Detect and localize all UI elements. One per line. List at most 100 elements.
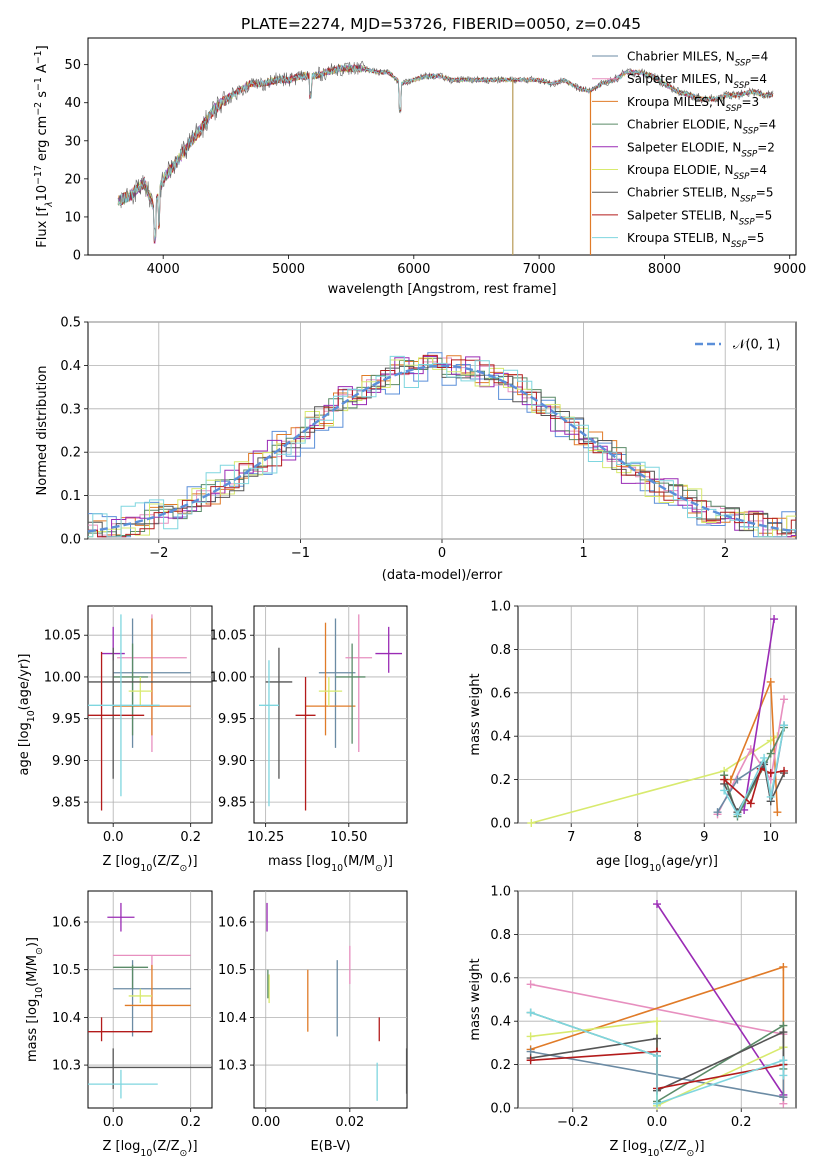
x-tick-label: 6000 (397, 262, 430, 277)
x-tick-label: −0.2 (557, 1115, 589, 1130)
age_vs_Z-y-label: age [log10(age/yr)] (17, 654, 37, 776)
spectrum-y-label: Flux [fλ10−17 erg cm−2 s−1 A−1] (33, 45, 55, 247)
y-tick-label: 0.6 (490, 686, 511, 701)
y-tick-label: 0.6 (490, 971, 511, 986)
y-tick-label: 0.0 (490, 1102, 511, 1117)
y-tick-label: 0.0 (60, 533, 81, 548)
y-tick-label: 10.00 (210, 670, 247, 685)
mw_vs_Z-y-label: mass weight (468, 958, 483, 1040)
x-tick-label: 0.0 (103, 830, 124, 845)
y-tick-label: 9.90 (218, 754, 247, 769)
legend-label: Chabrier MILES, NSSP=4 (627, 50, 768, 69)
series-marker (733, 775, 742, 784)
x-tick-label: 0.2 (731, 1115, 752, 1130)
y-tick-label: 0.8 (490, 928, 511, 943)
series-marker (713, 808, 722, 817)
x-tick-label: 8000 (648, 262, 681, 277)
axes-frame (253, 890, 408, 1109)
x-tick-label: 5000 (272, 262, 305, 277)
y-tick-label: 30 (64, 134, 81, 149)
y-tick-label: 10.05 (210, 629, 247, 644)
mass-weight-vs-Z-chart: −0.2 0.0 0.2 0.0 0.2 0.4 0.6 0.8 1.0 Z [log10(Z/Z… (468, 885, 797, 1159)
y-tick-label: 0.2 (490, 773, 511, 788)
spectrum-x-label: wavelength [Angstrom, rest frame] (328, 282, 557, 297)
series-marker (766, 769, 775, 778)
x-tick-label: 4000 (147, 262, 180, 277)
y-tick-label: 50 (64, 58, 81, 73)
y-tick-label: 10.3 (52, 1059, 81, 1074)
series-marker (720, 786, 729, 795)
series-marker (779, 1071, 788, 1080)
x-tick-label: 8 (634, 830, 642, 845)
age_vs_mass-x-label: mass [log10(M/M⊙)] (268, 854, 393, 874)
y-tick-label: 0.2 (490, 1058, 511, 1073)
y-tick-label: 0.4 (60, 359, 81, 374)
series-marker (780, 721, 789, 730)
error-bars (88, 902, 212, 1099)
series-marker (653, 1051, 661, 1060)
series-marker (653, 1017, 661, 1026)
x-tick-label: 7 (567, 830, 575, 845)
y-tick-label: 9.95 (52, 712, 81, 727)
x-tick-label: 9000 (773, 262, 806, 277)
axes-frame (253, 605, 408, 824)
mass_vs_ebv-x-label: E(B-V) (310, 1139, 350, 1154)
axes-frame (87, 890, 213, 1109)
y-tick-label: 0 (73, 249, 81, 264)
y-tick-label: 10.6 (218, 916, 247, 931)
mass_vs_Z-y-label: mass [log10(M/M⊙)] (25, 937, 45, 1062)
y-tick-label: 10.3 (218, 1059, 247, 1074)
spectrum-chart: 4000 5000 6000 7000 8000 9000 0 10 20 30 40 50 wavel… (33, 37, 806, 297)
mass-vs-Z-chart: 0.0 0.2 10.3 10.4 10.5 10.6 Z [log10(Z/Z⊙)] mas… (25, 890, 213, 1159)
error-bars (88, 614, 212, 811)
mass-vs-ebv-chart: 0.00 0.02 10.3 10.4 10.5 10.6 E(B-V) (218, 890, 408, 1154)
normal-curve (87, 364, 797, 533)
x-tick-label: −2 (149, 546, 168, 561)
axes-frame (87, 37, 797, 256)
series-marker (780, 695, 789, 704)
series-marker (766, 749, 775, 758)
y-tick-label: 10.4 (218, 1011, 247, 1026)
x-tick-label: 10.25 (247, 830, 284, 845)
legend-label: Salpeter ELODIE, NSSP=2 (627, 140, 775, 159)
x-tick-label: 7000 (523, 262, 556, 277)
figure-title: PLATE=2274, MJD=53726, FIBERID=0050, z=0… (241, 15, 641, 33)
x-tick-label: −1 (291, 546, 310, 561)
series-marker (720, 775, 729, 784)
y-tick-label: 20 (64, 172, 81, 187)
x-tick-label: 10.50 (330, 830, 367, 845)
y-tick-label: 10 (64, 210, 81, 225)
y-tick-label: 10.5 (218, 963, 247, 978)
legend-label: Salpeter STELIB, NSSP=5 (627, 208, 772, 227)
axes-frame (87, 605, 213, 824)
y-tick-label: 0.4 (490, 1015, 511, 1030)
legend-label: Kroupa MILES, NSSP=3 (627, 95, 759, 114)
y-tick-label: 10.00 (44, 670, 81, 685)
x-tick-label: 0 (438, 546, 446, 561)
x-tick-label: 0.0 (103, 1115, 124, 1130)
legend-label: Chabrier STELIB, NSSP=5 (627, 186, 774, 205)
series-marker (779, 1028, 788, 1037)
series-marker (760, 753, 769, 762)
y-tick-label: 40 (64, 96, 81, 111)
mass-weight-vs-age-chart: 7 8 9 10 0.0 0.2 0.4 0.6 0.8 1.0 age [log10(age/yr… (468, 600, 797, 874)
series-marker (526, 1032, 535, 1041)
y-tick-label: 0.2 (60, 446, 81, 461)
series-line-salpeter-elodie (743, 618, 775, 811)
x-tick-label: 10 (762, 830, 779, 845)
y-tick-label: 10.5 (52, 963, 81, 978)
error-bars (266, 902, 407, 1101)
residuals-chart: −2 −1 0 1 2 0.0 0.1 0.2 0.3 0.4 0.5 𝒩(0, 1) (data-mo… (35, 316, 797, 583)
series-marker (653, 900, 661, 909)
legend-label: Kroupa STELIB, NSSP=5 (627, 231, 764, 250)
x-tick-label: 0.00 (251, 1115, 280, 1130)
series-marker (526, 1056, 535, 1065)
age_vs_Z-x-label: Z [log10(Z/Z⊙)] (102, 854, 197, 874)
y-tick-label: 0.0 (490, 817, 511, 832)
error-bars (258, 614, 403, 811)
y-tick-label: 0.3 (60, 402, 81, 417)
y-tick-label: 1.0 (490, 600, 511, 615)
series-marker (746, 799, 755, 808)
histogram-salpeter-miles (88, 357, 796, 538)
spectrum-line-kroupa-stelib (117, 63, 773, 242)
